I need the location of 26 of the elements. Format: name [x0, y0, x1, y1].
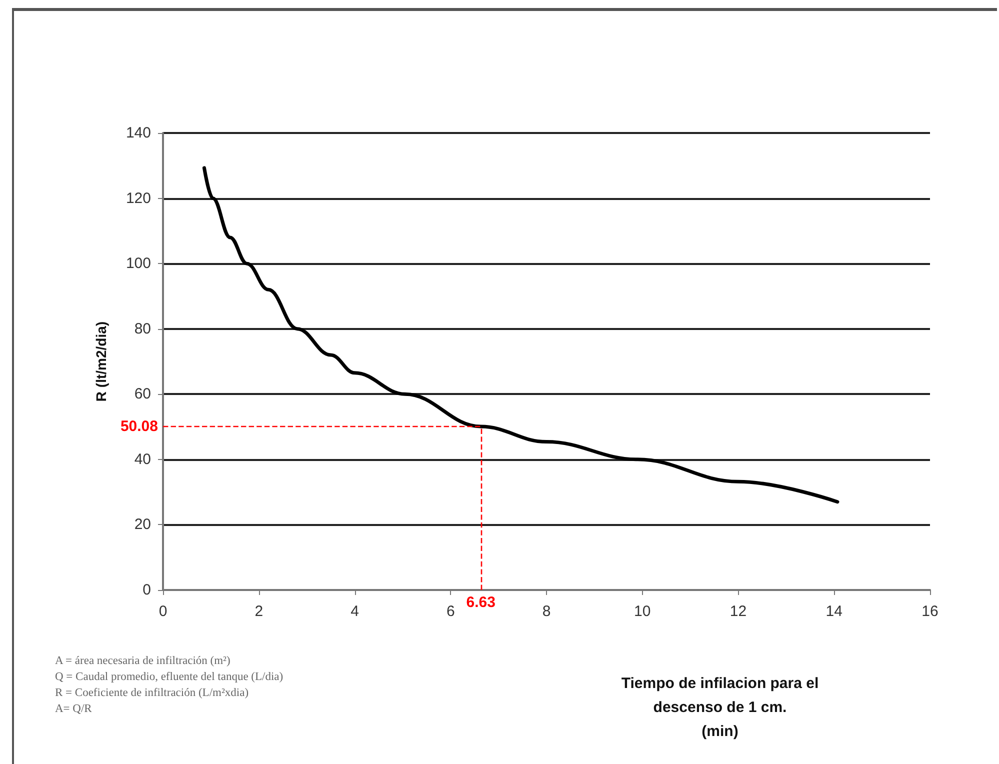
- y-tick-label: 80: [134, 320, 151, 338]
- x-tick-label: 8: [542, 603, 551, 620]
- ref-line-label: 6.63: [466, 594, 496, 611]
- line-series: [202, 166, 840, 504]
- y-tick-label: 60: [134, 386, 151, 403]
- y-tick-label: 100: [126, 255, 151, 272]
- text: Q = Caudal promedio, efluente del tanque (L/dia): [55, 670, 284, 685]
- y-tick-label: 40: [134, 450, 151, 468]
- ref-line-label: 50.08: [120, 418, 158, 436]
- x-tick-label: 12: [730, 603, 747, 620]
- text: A= Q/R: [55, 702, 93, 717]
- text: R = Coeficiente de infiltración (L/m²xdia): [55, 686, 250, 701]
- y-tick-label: 0: [142, 582, 151, 598]
- x-tick-label: 16: [922, 603, 938, 620]
- y-tick-label: 140: [126, 124, 151, 142]
- y-tick-label: 20: [134, 516, 151, 534]
- x-tick-label: 14: [826, 603, 842, 620]
- x-tick-label: 4: [350, 603, 359, 620]
- x-tick-label: 10: [634, 603, 651, 620]
- y-axis-title: R (lt/m2/dia): [93, 321, 109, 402]
- x-tick-label: 6: [446, 603, 455, 620]
- text: A = área necesaria de infiltración (m²): [55, 654, 232, 669]
- x-tick-label: 0: [158, 603, 168, 620]
- x-tick-label: 2: [254, 603, 264, 620]
- x-axis-title: Tiempo de infilacion para el descenso de 1 cm. (min): [620, 674, 820, 742]
- y-tick-label: 120: [126, 190, 151, 207]
